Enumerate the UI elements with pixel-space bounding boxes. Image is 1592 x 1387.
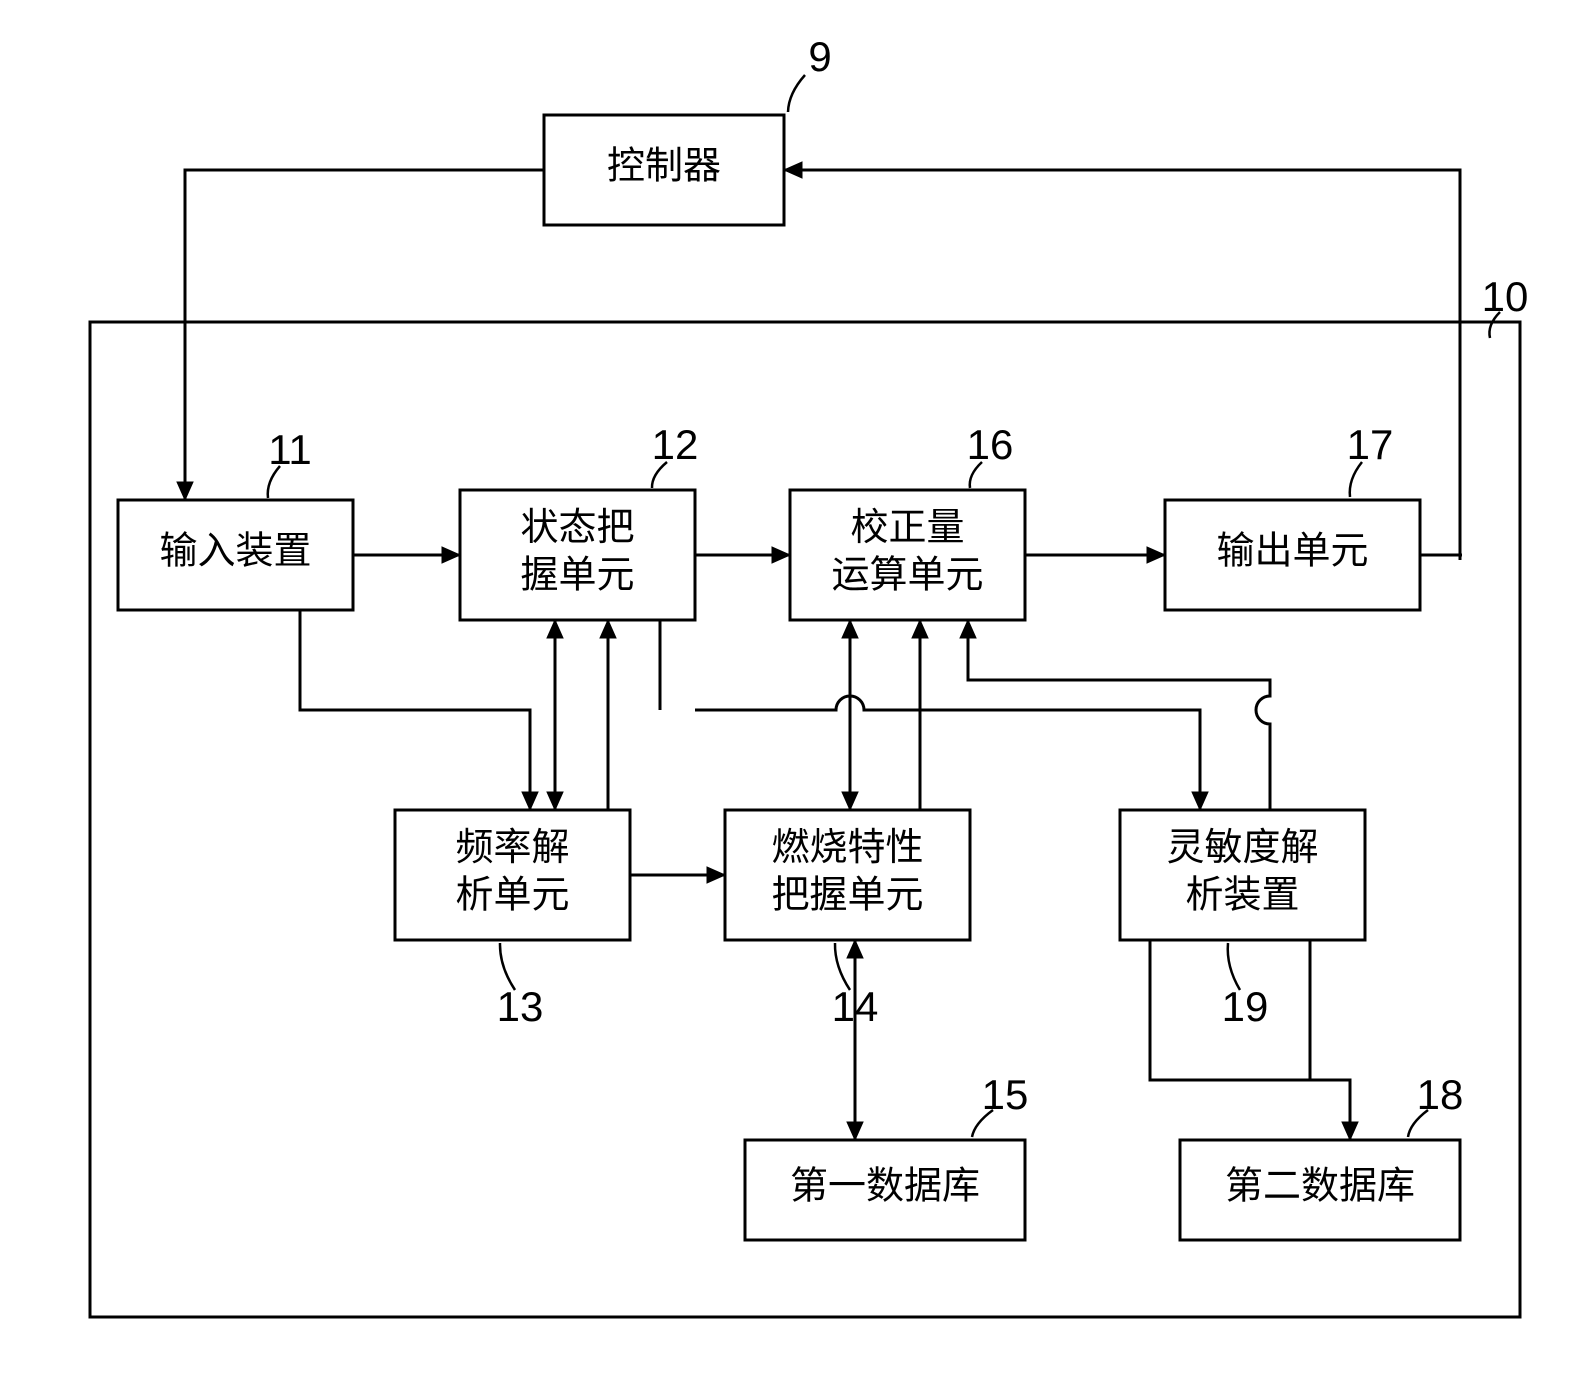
sens-label: 灵敏度解: [1166, 827, 1318, 869]
ref-num-18: 18: [1417, 1071, 1464, 1118]
ref-num-11: 11: [268, 426, 312, 473]
combust-label: 把握单元: [771, 874, 923, 916]
output-label: 输出单元: [1216, 531, 1368, 573]
ref-num-9: 9: [808, 33, 831, 80]
diagram: 控制器输入装置 状态把握单元 校正量运算单元 输出单元频率解析单元 燃烧特性把握单元 灵敏…: [0, 0, 1592, 1387]
state-label: 状态把: [520, 507, 634, 549]
ref-num-19: 19: [1222, 983, 1269, 1030]
freq-label: 析单元: [455, 874, 569, 916]
calc-label: 运算单元: [831, 554, 983, 596]
sens-label: 析装置: [1185, 874, 1299, 916]
ref-num-12: 12: [652, 421, 699, 468]
calc-label: 校正量: [850, 507, 964, 549]
ref-num-14: 14: [832, 983, 879, 1030]
db2-label: 第二数据库: [1225, 1166, 1415, 1208]
controller-label: 控制器: [607, 146, 721, 188]
ref-num-10: 10: [1482, 273, 1529, 320]
ref-num-15: 15: [982, 1071, 1029, 1118]
db1-label: 第一数据库: [790, 1166, 980, 1208]
ref-num-13: 13: [497, 983, 544, 1030]
ref-num-16: 16: [967, 421, 1014, 468]
ref-num-17: 17: [1347, 421, 1394, 468]
freq-label: 频率解: [455, 827, 569, 869]
input-label: 输入装置: [159, 531, 311, 573]
combust-label: 燃烧特性: [771, 827, 923, 869]
state-label: 握单元: [520, 554, 634, 596]
